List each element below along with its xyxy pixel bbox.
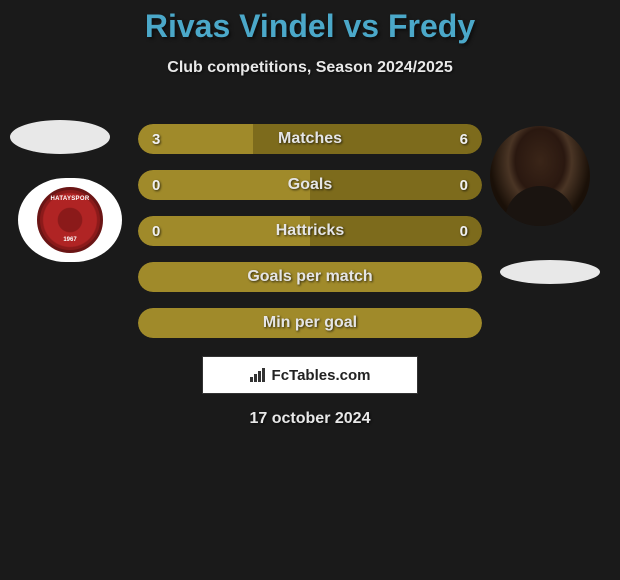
stat-row-matches: 36Matches (138, 124, 482, 154)
right-club-placeholder (500, 260, 600, 284)
stat-label: Goals per match (138, 262, 482, 292)
footer-brand-text: FcTables.com (272, 367, 371, 384)
left-player-placeholder (10, 120, 110, 154)
comparison-subtitle: Club competitions, Season 2024/2025 (0, 59, 620, 77)
stats-container: 36Matches 00Goals 00Hattricks Goals per mat… (138, 124, 482, 354)
hatayspor-badge: HATAYSPOR 1967 (37, 187, 103, 253)
badge-year: 1967 (63, 237, 76, 243)
stat-row-goals: 00Goals (138, 170, 482, 200)
stat-row-hattricks: 00Hattricks (138, 216, 482, 246)
footer-brand-box: FcTables.com (202, 356, 418, 394)
stat-row-goals-per-match: Goals per match (138, 262, 482, 292)
stat-row-min-per-goal: Min per goal (138, 308, 482, 338)
right-player-avatar (490, 126, 590, 226)
stat-label: Matches (138, 124, 482, 154)
stat-label: Goals (138, 170, 482, 200)
snapshot-date: 17 october 2024 (0, 410, 620, 428)
bars-icon (250, 368, 268, 382)
left-club-badge: HATAYSPOR 1967 (18, 178, 122, 262)
comparison-title: Rivas Vindel vs Fredy (0, 0, 620, 45)
stat-label: Min per goal (138, 308, 482, 338)
stat-label: Hattricks (138, 216, 482, 246)
badge-core (60, 210, 80, 230)
badge-label: HATAYSPOR (51, 196, 90, 202)
